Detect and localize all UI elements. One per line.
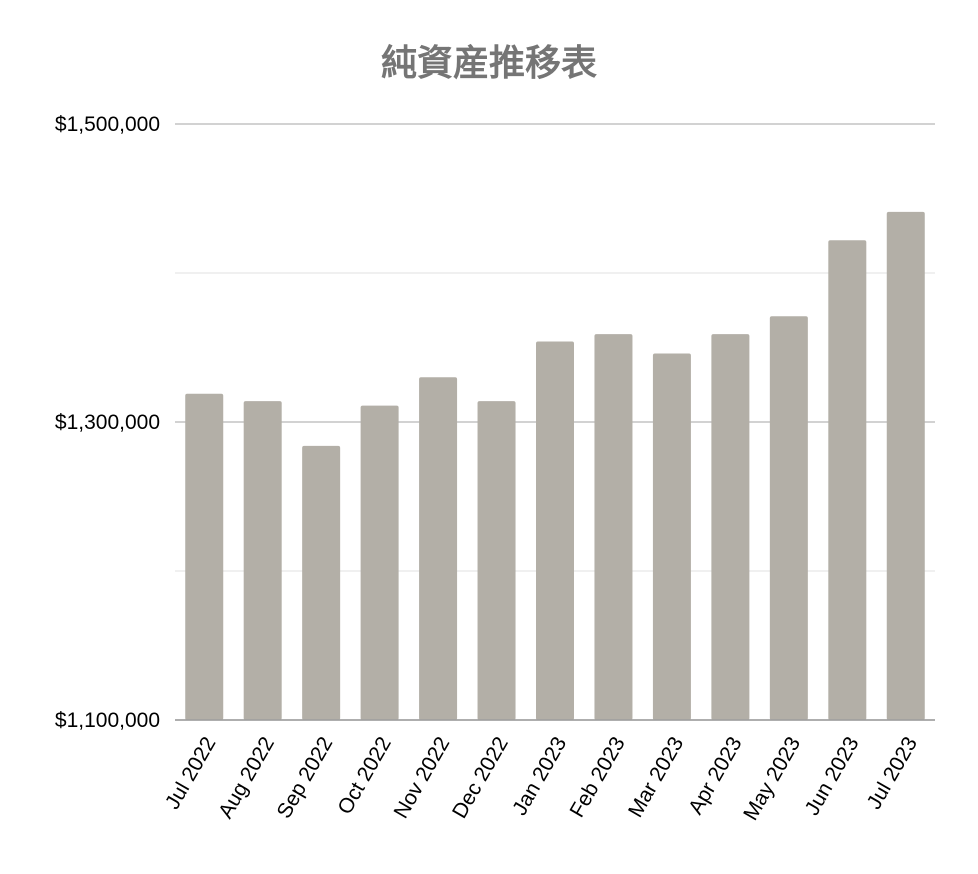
x-tick-label: Oct 2022: [333, 733, 396, 818]
x-tick-label: Aug 2022: [214, 733, 279, 822]
y-tick-label: $1,100,000: [55, 709, 160, 732]
bar: [828, 240, 867, 720]
bar: [886, 211, 925, 720]
bar: [652, 353, 691, 720]
x-tick-label: Mar 2023: [624, 733, 688, 821]
bar: [419, 377, 458, 720]
x-tick-label: Sep 2022: [273, 733, 338, 822]
y-tick-label: $1,300,000: [55, 411, 160, 434]
x-tick-label: Jul 2022: [161, 733, 221, 813]
bar: [477, 401, 516, 720]
bar: [594, 334, 633, 720]
y-tick-label: $1,500,000: [55, 113, 160, 136]
bar: [243, 401, 282, 720]
bar: [711, 334, 750, 720]
x-tick-label: May 2023: [739, 733, 805, 824]
x-tick-label: Jun 2023: [801, 733, 864, 819]
x-tick-label: Nov 2022: [390, 733, 455, 822]
x-tick-label: Feb 2023: [565, 733, 629, 821]
bar: [185, 393, 224, 720]
x-tick-label: Dec 2022: [448, 733, 513, 822]
bar: [536, 341, 574, 720]
bar: [360, 405, 399, 720]
chart-title: 純資産推移表: [380, 43, 597, 84]
bar: [302, 445, 341, 720]
bar: [769, 316, 808, 720]
x-tick-label: Apr 2023: [684, 733, 747, 818]
x-tick-label: Jul 2023: [862, 733, 922, 813]
x-tick-label: Jan 2023: [508, 733, 571, 819]
